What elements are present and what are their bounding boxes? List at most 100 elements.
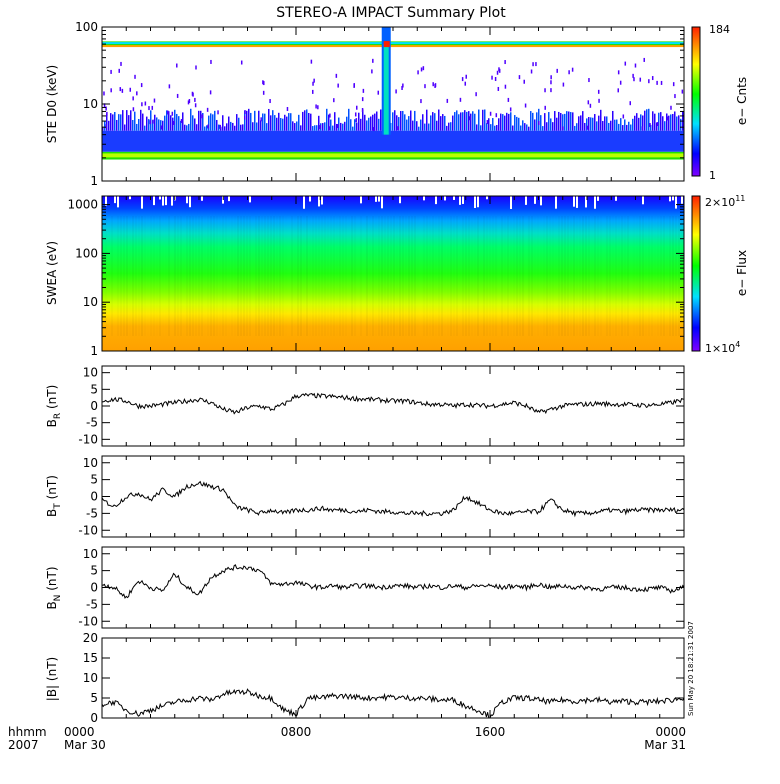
swea-texture (510, 216, 512, 336)
swea-colorbar-max: 2×1011 (705, 194, 745, 209)
swea-texture (210, 216, 212, 336)
ste-speck (401, 85, 403, 90)
ste-low-fringe (648, 108, 650, 131)
ste-speck (219, 124, 221, 129)
swea-texture (483, 216, 485, 336)
swea-texture (300, 216, 302, 336)
ste-speck (240, 60, 243, 65)
ste-low-fringe (274, 115, 276, 131)
swea-texture (249, 216, 251, 336)
swea-texture (441, 216, 443, 336)
ste-burst-peak (383, 41, 390, 48)
ste-speck (333, 98, 335, 103)
ste-speck (377, 90, 380, 95)
y-tick-label: 10 (83, 295, 98, 309)
ste-low-fringe (368, 117, 370, 131)
swea-gap (681, 196, 683, 204)
ste-low-fringe (678, 115, 680, 131)
y-tick-label: 100 (75, 246, 98, 260)
ste-low-fringe (490, 124, 492, 131)
ste-speck (201, 114, 204, 119)
ste-ylabel: STE D0 (keV) (45, 65, 59, 144)
swea-gap (399, 196, 401, 204)
ste-speck (617, 88, 619, 93)
swea-texture (387, 216, 389, 336)
ste-low-fringe (392, 112, 394, 131)
ste-low-fringe (108, 120, 110, 131)
swea-texture (267, 216, 269, 336)
ste-low-fringe (310, 113, 312, 131)
swea-texture (399, 216, 401, 336)
ste-speck (629, 101, 632, 106)
swea-texture (627, 216, 629, 336)
swea-gap (642, 196, 644, 205)
ste-low-fringe (106, 113, 108, 131)
line-series-bn (101, 564, 685, 599)
ste-band-1 (102, 130, 684, 152)
ste-low-fringe (130, 110, 132, 131)
swea-texture (381, 216, 383, 336)
ste-low-fringe (588, 117, 590, 131)
y-tick-label: -10 (78, 523, 98, 537)
ste-low-fringe (394, 110, 396, 131)
ste-speck (361, 107, 364, 112)
ste-low-fringe (330, 119, 332, 131)
ste-low-fringe (174, 109, 176, 131)
swea-texture (645, 216, 647, 336)
ste-low-fringe (178, 116, 180, 131)
swea-texture (573, 216, 575, 336)
swea-texture (315, 216, 317, 336)
ste-speck (643, 57, 645, 62)
ste-speck (656, 80, 658, 85)
ste-speck (571, 67, 574, 72)
ste-low-fringe (138, 118, 140, 131)
ste-speck (361, 97, 364, 102)
ste-band-core (102, 153, 684, 158)
ste-speck (395, 89, 397, 94)
ste-low-fringe (230, 121, 232, 131)
ste-speck (486, 120, 489, 125)
ste-low-fringe (454, 112, 456, 131)
ste-low-fringe (644, 110, 646, 131)
ste-speck (588, 78, 590, 83)
ste-low-fringe (228, 116, 230, 131)
ste-low-fringe (114, 112, 116, 131)
swea-texture (312, 216, 314, 336)
ste-low-fringe (200, 110, 202, 131)
ste-low-fringe (298, 114, 300, 131)
swea-texture (234, 216, 236, 336)
ste-speck (335, 73, 338, 78)
ste-low-fringe (436, 120, 438, 131)
ste-low-fringe (352, 126, 354, 131)
swea-texture (168, 216, 170, 336)
swea-gap (189, 196, 191, 208)
ste-speck (160, 125, 163, 130)
panel-frame-5 (101, 637, 685, 719)
ste-speck (286, 107, 289, 112)
ste-speck (535, 62, 537, 67)
bt-ylabel-sub: T (53, 503, 63, 510)
swea-texture (594, 216, 596, 336)
swea-gap (576, 196, 578, 208)
swea-texture (516, 216, 518, 336)
ste-speck (562, 82, 565, 87)
ste-low-fringe (216, 119, 218, 131)
swea-gap (435, 196, 437, 205)
ste-low-fringe (584, 122, 586, 131)
ste-speck (315, 104, 317, 109)
swea-texture (123, 216, 125, 336)
y-tick-label: 5 (90, 473, 98, 487)
ste-low-fringe (302, 111, 304, 131)
swea-texture (480, 216, 482, 336)
ste-low-fringe (544, 113, 546, 131)
ste-low-fringe (666, 113, 668, 131)
br-ylabel-main: B (45, 419, 59, 427)
ste-speck (152, 119, 154, 124)
ste-speck (589, 103, 592, 108)
ste-low-fringe (262, 113, 264, 131)
ste-low-fringe (102, 126, 104, 131)
ste-low-fringe (662, 116, 664, 131)
y-tick-label: 10 (83, 366, 98, 380)
br-ylabel-sub: R (53, 413, 63, 419)
